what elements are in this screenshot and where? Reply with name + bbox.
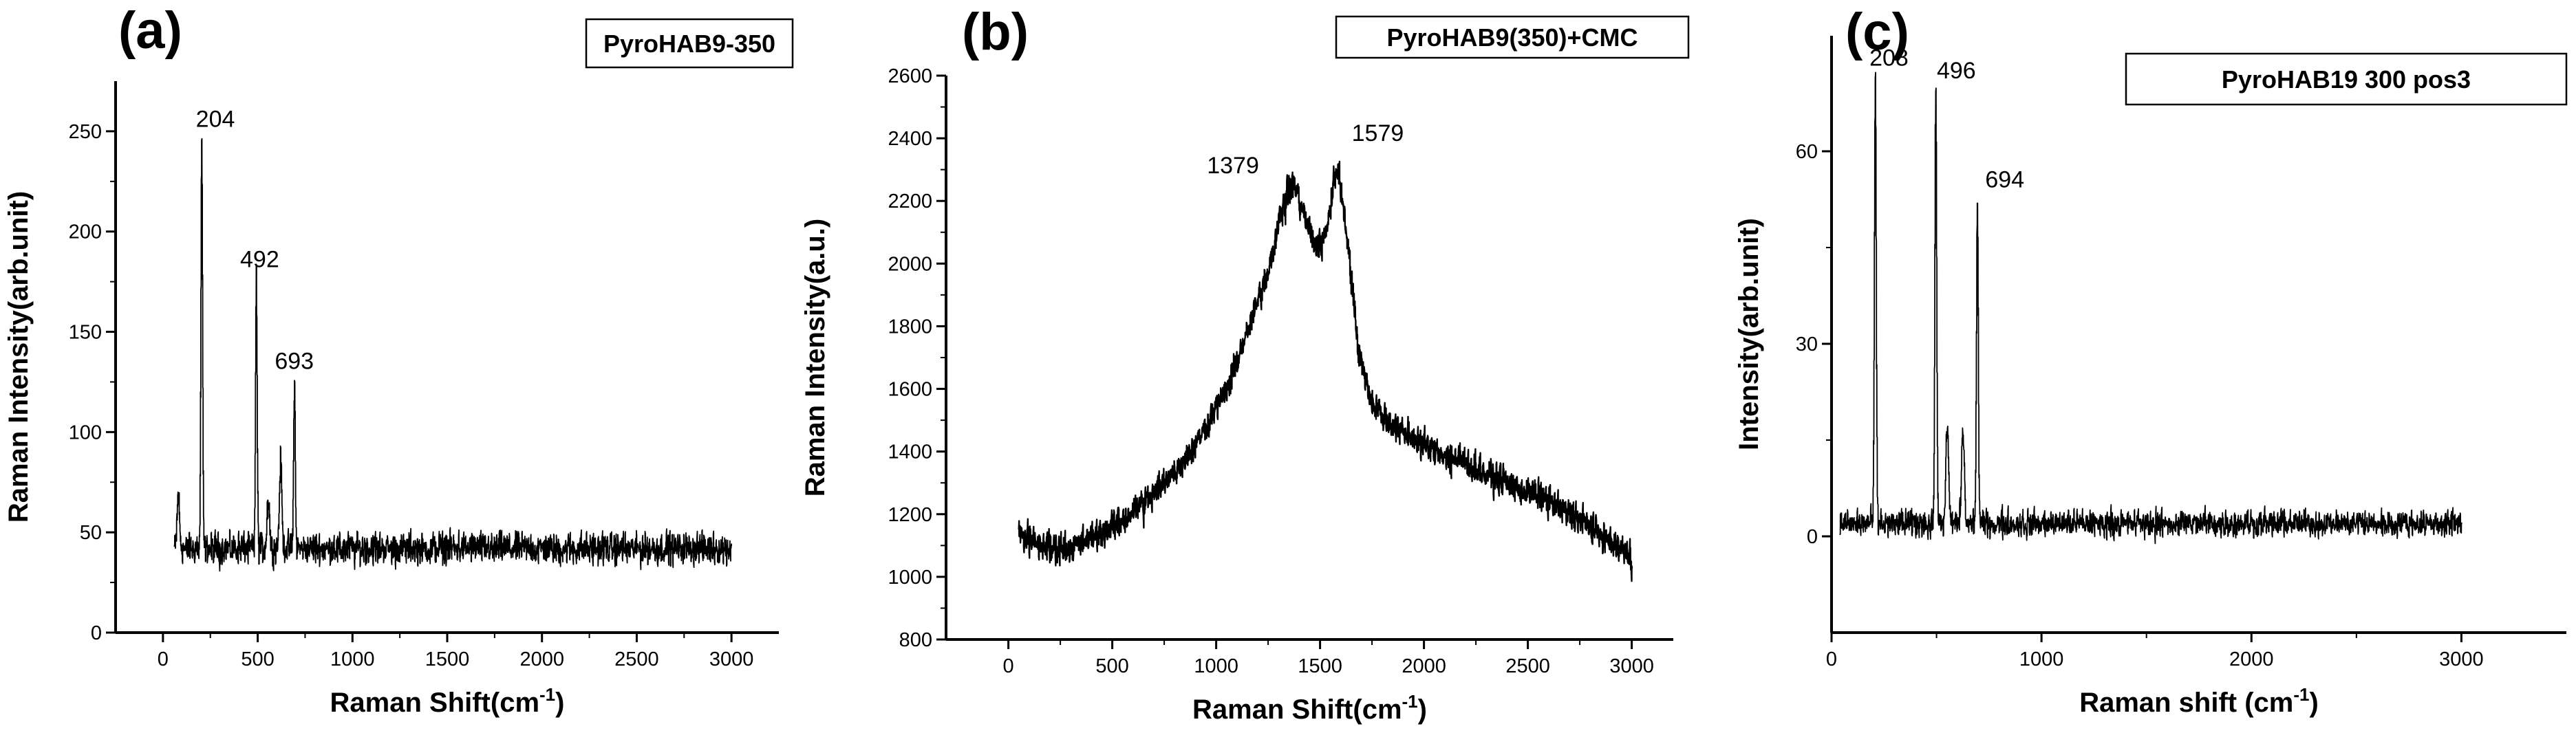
peak-label-1379: 1379 xyxy=(1207,153,1259,179)
legend-box xyxy=(1335,15,1690,59)
y-tick-label: 800 xyxy=(899,629,932,651)
x-tick-label: 1500 xyxy=(1298,655,1342,677)
y-tick-label: 1400 xyxy=(888,441,932,463)
x-tick-label: 1500 xyxy=(425,648,470,670)
y-tick-label: 1800 xyxy=(888,316,932,338)
y-axis-title: Raman Intensity(arb.unit) xyxy=(3,191,34,523)
x-axis-title: Raman Shift(cm-1) xyxy=(330,684,565,718)
x-tick-label: 2500 xyxy=(614,648,659,670)
y-tick-label: 1200 xyxy=(888,504,932,526)
peak-label-496: 496 xyxy=(1937,58,1976,84)
peak-label-204: 204 xyxy=(196,107,235,133)
chart-panel-a: 0 500 1000 1500 2000 2500 3000 0 50 100 150 200 250 2… xyxy=(3,1,794,718)
y-axis-title: Intensity(arb.unit) xyxy=(1734,218,1764,450)
chart-panel-b: 0 500 1000 1500 2000 2500 3000 800 1000 1200 1400 1… xyxy=(800,3,1690,725)
y-tick-label: 2400 xyxy=(888,128,932,150)
y-tick-label: 2000 xyxy=(888,253,932,275)
x-tick-label: 2000 xyxy=(519,648,564,670)
x-axis-title-end: ) xyxy=(1418,694,1427,725)
legend-box xyxy=(2125,52,2568,106)
y-tick-label: 200 xyxy=(69,221,102,243)
x-tick-label: 2000 xyxy=(1402,655,1446,677)
panel-label: (b) xyxy=(962,3,1029,61)
y-tick-label: 150 xyxy=(69,322,102,344)
peak-label-492: 492 xyxy=(240,247,279,273)
spectrum-series-line xyxy=(1018,160,1633,582)
x-axis-title-text: Raman shift (cm xyxy=(2079,688,2293,718)
y-tick-label: 250 xyxy=(69,121,102,143)
x-tick-label: 0 xyxy=(1826,648,1837,670)
legend-text: PyroHAB9(350)+CMC xyxy=(1386,23,1638,52)
x-axis-title-superscript: -1 xyxy=(1402,691,1418,712)
y-tick-label: 0 xyxy=(91,622,102,644)
peak-label-1579: 1579 xyxy=(1352,120,1404,146)
x-axis-title-end: ) xyxy=(2309,688,2318,718)
peak-label-208: 208 xyxy=(1869,45,1909,71)
x-tick-label: 1000 xyxy=(2019,648,2064,670)
chart-panel-c: 0 1000 2000 3000 0 30 60 208 496 694 (c) PyroHAB19 … xyxy=(1734,3,2568,718)
panel-label: (a) xyxy=(118,1,182,60)
y-tick-label: 60 xyxy=(1796,141,1818,163)
y-tick-label: 0 xyxy=(1807,526,1818,548)
x-tick-label: 500 xyxy=(1095,655,1128,677)
legend-box xyxy=(585,18,794,69)
x-tick-label: 2000 xyxy=(2229,648,2274,670)
x-tick-label: 1000 xyxy=(330,648,375,670)
y-tick-label: 50 xyxy=(80,522,102,544)
x-tick-label: 0 xyxy=(158,648,169,670)
x-axis-title: Raman shift (cm-1) xyxy=(2079,684,2319,718)
y-axis-title: Raman Intensity(a.u.) xyxy=(800,219,830,497)
y-tick-label: 1000 xyxy=(888,567,932,589)
x-tick-label: 2500 xyxy=(1505,655,1550,677)
y-tick-label: 100 xyxy=(69,422,102,444)
x-axis-title-superscript: -1 xyxy=(539,684,555,705)
x-tick-label: 3000 xyxy=(1609,655,1654,677)
legend-text: PyroHAB9-350 xyxy=(603,30,775,58)
x-tick-label: 500 xyxy=(241,648,274,670)
x-axis-title-end: ) xyxy=(555,688,564,718)
x-axis-title-text: Raman Shift(cm xyxy=(1192,694,1402,725)
peak-label-694: 694 xyxy=(1985,167,2024,193)
y-tick-label: 1600 xyxy=(888,379,932,401)
panel-label: (c) xyxy=(1845,3,1909,61)
x-tick-label: 0 xyxy=(1003,655,1014,677)
legend-text: PyroHAB19 300 pos3 xyxy=(2222,65,2471,94)
spectrum-series-line xyxy=(1839,72,2462,545)
x-tick-label: 3000 xyxy=(709,648,754,670)
y-tick-label: 2200 xyxy=(888,190,932,212)
x-axis-title-text: Raman Shift(cm xyxy=(330,688,540,718)
y-tick-label: 30 xyxy=(1796,333,1818,355)
spectrum-series-line xyxy=(173,138,733,572)
x-axis-title: Raman Shift(cm-1) xyxy=(1192,691,1427,725)
x-tick-label: 3000 xyxy=(2439,648,2484,670)
peak-label-693: 693 xyxy=(275,349,314,375)
x-tick-label: 1000 xyxy=(1194,655,1238,677)
x-axis-title-superscript: -1 xyxy=(2293,684,2309,705)
y-tick-label: 2600 xyxy=(888,65,932,87)
